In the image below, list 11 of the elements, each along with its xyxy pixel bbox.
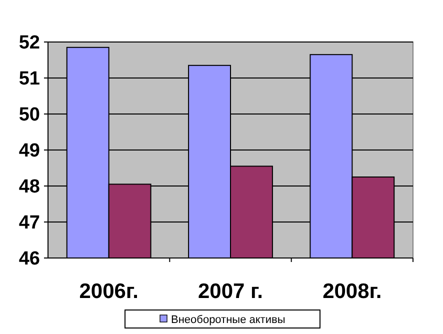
x-tick-label: 2006г.	[79, 280, 138, 303]
y-tick-label: 47	[18, 212, 40, 234]
x-tick-label: 2008г.	[322, 280, 382, 303]
y-tick-label: 52	[18, 32, 40, 54]
y-tick-label: 51	[18, 68, 40, 90]
y-tick-label: 49	[18, 140, 40, 162]
x-tick-label: 2007 г.	[198, 280, 264, 303]
legend-label: Внеоборотные активы	[171, 314, 286, 326]
y-tick-label: 46	[18, 248, 40, 270]
y-tick-label: 48	[18, 176, 40, 198]
y-tick-label: 50	[18, 104, 40, 126]
